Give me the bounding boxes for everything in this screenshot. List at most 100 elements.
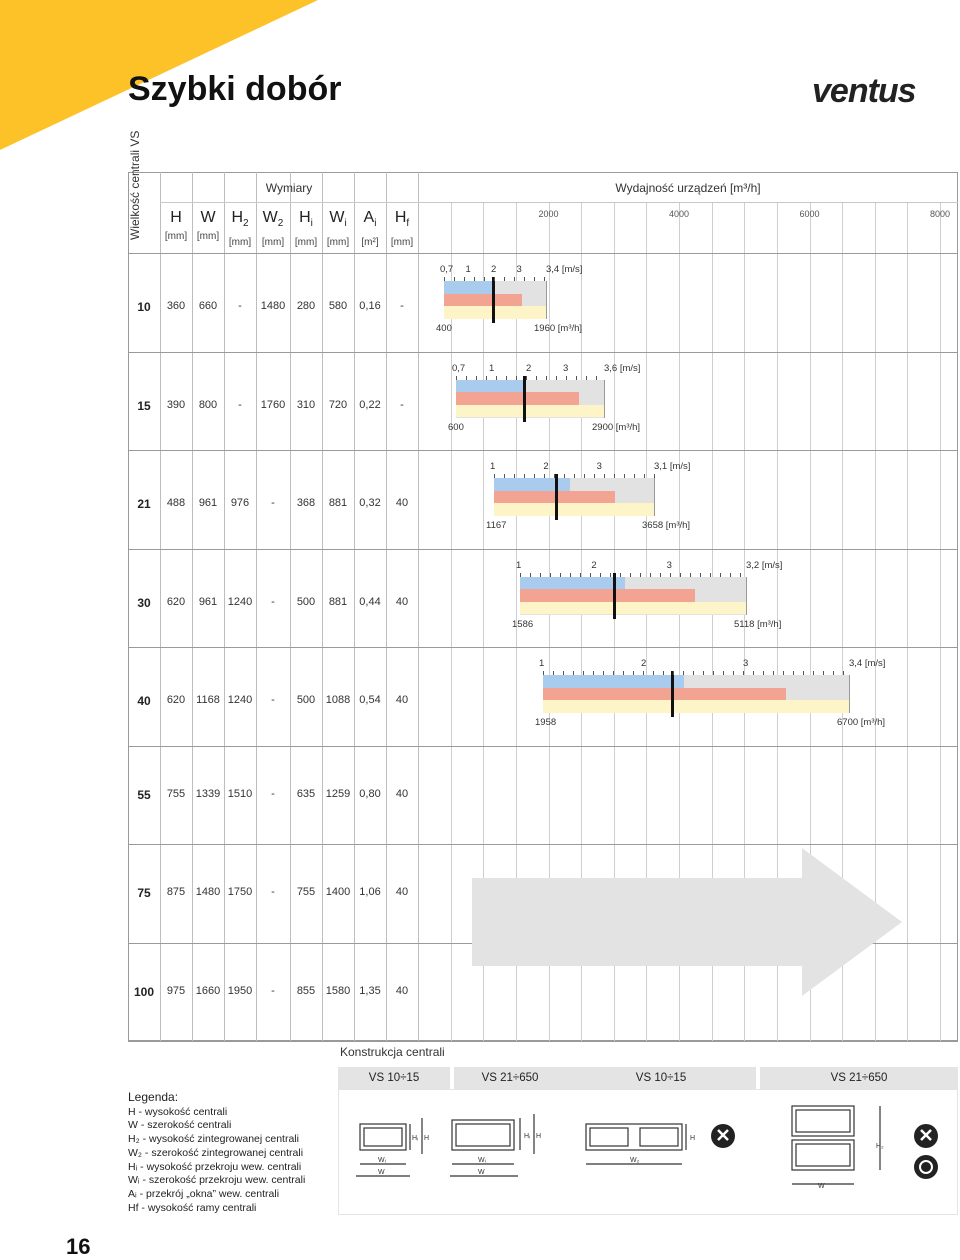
row-value: 1088 — [325, 694, 351, 707]
min-flow-label: 600 — [448, 421, 464, 433]
svg-text:H: H — [536, 1133, 541, 1140]
grid-line — [646, 203, 647, 1041]
ruler-tick — [593, 671, 594, 675]
ruler-tick — [566, 375, 567, 380]
grid-line — [549, 203, 550, 1041]
ruler-tick — [596, 375, 597, 380]
row-value: 280 — [296, 300, 316, 313]
capacity-tick-label: 6000 — [799, 209, 820, 219]
row-value: 975 — [166, 984, 186, 997]
row-divider — [128, 1041, 958, 1042]
legend-item: Wᵢ - szerokość przekroju wew. centrali — [128, 1174, 306, 1187]
ruler-tick — [543, 671, 544, 675]
ruler-tick — [683, 671, 684, 675]
ruler-tick — [583, 671, 584, 675]
bar-blue — [520, 576, 625, 590]
column-header-w: W [mm] — [196, 209, 220, 243]
ruler-tick — [536, 375, 537, 380]
page-title: Szybki dobór — [128, 70, 342, 108]
velocity-label: 2 — [641, 658, 647, 669]
ruler-tick — [673, 671, 674, 675]
legend: Legenda: H - wysokość centrali W - szerok… — [128, 1090, 306, 1215]
ruler-tick — [680, 572, 681, 577]
ruler-tick — [710, 572, 711, 577]
ruler-tick — [550, 572, 551, 577]
fan-icon — [914, 1155, 938, 1179]
row-value: 1950 — [227, 984, 253, 997]
row-size-30: 30 — [137, 595, 151, 610]
ruler-tick — [544, 277, 545, 281]
construction-title: Konstrukcja centrali — [340, 1045, 445, 1059]
ruler-tick — [526, 375, 527, 380]
svg-text:W: W — [478, 1169, 485, 1176]
row-value: 40 — [395, 787, 409, 800]
ruler-tick — [534, 474, 535, 478]
ruler-tick — [783, 671, 784, 675]
velocity-label: 3 — [563, 362, 569, 374]
row-divider — [128, 352, 958, 353]
velocity-label: 1 — [490, 461, 496, 472]
svg-text:H: H — [424, 1135, 429, 1142]
row-size-40: 40 — [137, 694, 151, 709]
velocity-label: 3,1 [m/s] — [654, 461, 691, 472]
bar-blue — [543, 675, 684, 688]
ruler-tick — [663, 671, 664, 675]
ruler-tick — [743, 671, 744, 675]
velocity-label: 2 — [526, 362, 532, 374]
ruler-tick — [520, 572, 521, 577]
ruler-tick — [623, 671, 624, 675]
min-flow-label: 400 — [436, 323, 452, 334]
capacity-group-header: Wydajność urządzeń [m³/h] — [615, 181, 761, 195]
row-value: 580 — [328, 300, 348, 313]
row-value: 881 — [328, 595, 348, 608]
grid-line — [581, 203, 582, 1041]
grid-line — [516, 203, 517, 1041]
row-value: 368 — [296, 497, 316, 510]
row-size-21: 21 — [137, 497, 151, 512]
svg-text:Wᵢ: Wᵢ — [478, 1157, 486, 1164]
ruler-tick — [546, 375, 547, 380]
table-border — [128, 172, 958, 1041]
row-divider — [128, 746, 958, 747]
column-divider — [354, 172, 355, 1041]
ruler-tick — [486, 375, 487, 380]
grid-line — [679, 203, 680, 1041]
grid-line — [940, 203, 941, 1041]
bar-red — [520, 589, 695, 602]
grid-line — [810, 203, 811, 1041]
ruler-tick — [643, 671, 644, 675]
ruler-tick — [516, 375, 517, 380]
row-value: 1480 — [260, 300, 286, 313]
bar-blue — [444, 281, 492, 294]
ruler-tick — [650, 572, 651, 577]
bar-red — [543, 687, 786, 701]
ruler-tick — [553, 671, 554, 675]
ruler-tick — [586, 375, 587, 380]
min-flow-label: 1586 — [512, 618, 534, 630]
ruler-tick — [514, 277, 515, 281]
row-value: 1660 — [195, 984, 221, 997]
max-flow-label: 5118 [m³/h] — [734, 618, 782, 630]
ruler-tick — [703, 671, 704, 675]
bar-blue — [456, 379, 523, 393]
row-divider — [128, 844, 958, 845]
row-value: 500 — [296, 694, 316, 707]
column-header-wi: Wi [mm] — [326, 209, 350, 249]
row-value: 620 — [166, 694, 186, 707]
column-header-h2: H2 [mm] — [228, 209, 252, 249]
ruler-tick — [654, 474, 655, 478]
ruler-tick — [733, 671, 734, 675]
column-divider — [418, 172, 419, 1041]
row-value: 976 — [230, 497, 250, 510]
ruler-tick — [640, 572, 641, 577]
row-value: - — [271, 787, 275, 800]
column-divider — [290, 172, 291, 1041]
velocity-label: 0,7 — [440, 264, 454, 275]
row-value: 635 — [296, 787, 316, 800]
ruler-tick — [504, 474, 505, 478]
velocity-label: 3 — [516, 264, 522, 275]
row-size-10: 10 — [137, 300, 151, 315]
svg-text:W: W — [378, 1169, 385, 1176]
ruler-tick — [613, 671, 614, 675]
fan-symbols — [717, 1129, 933, 1174]
